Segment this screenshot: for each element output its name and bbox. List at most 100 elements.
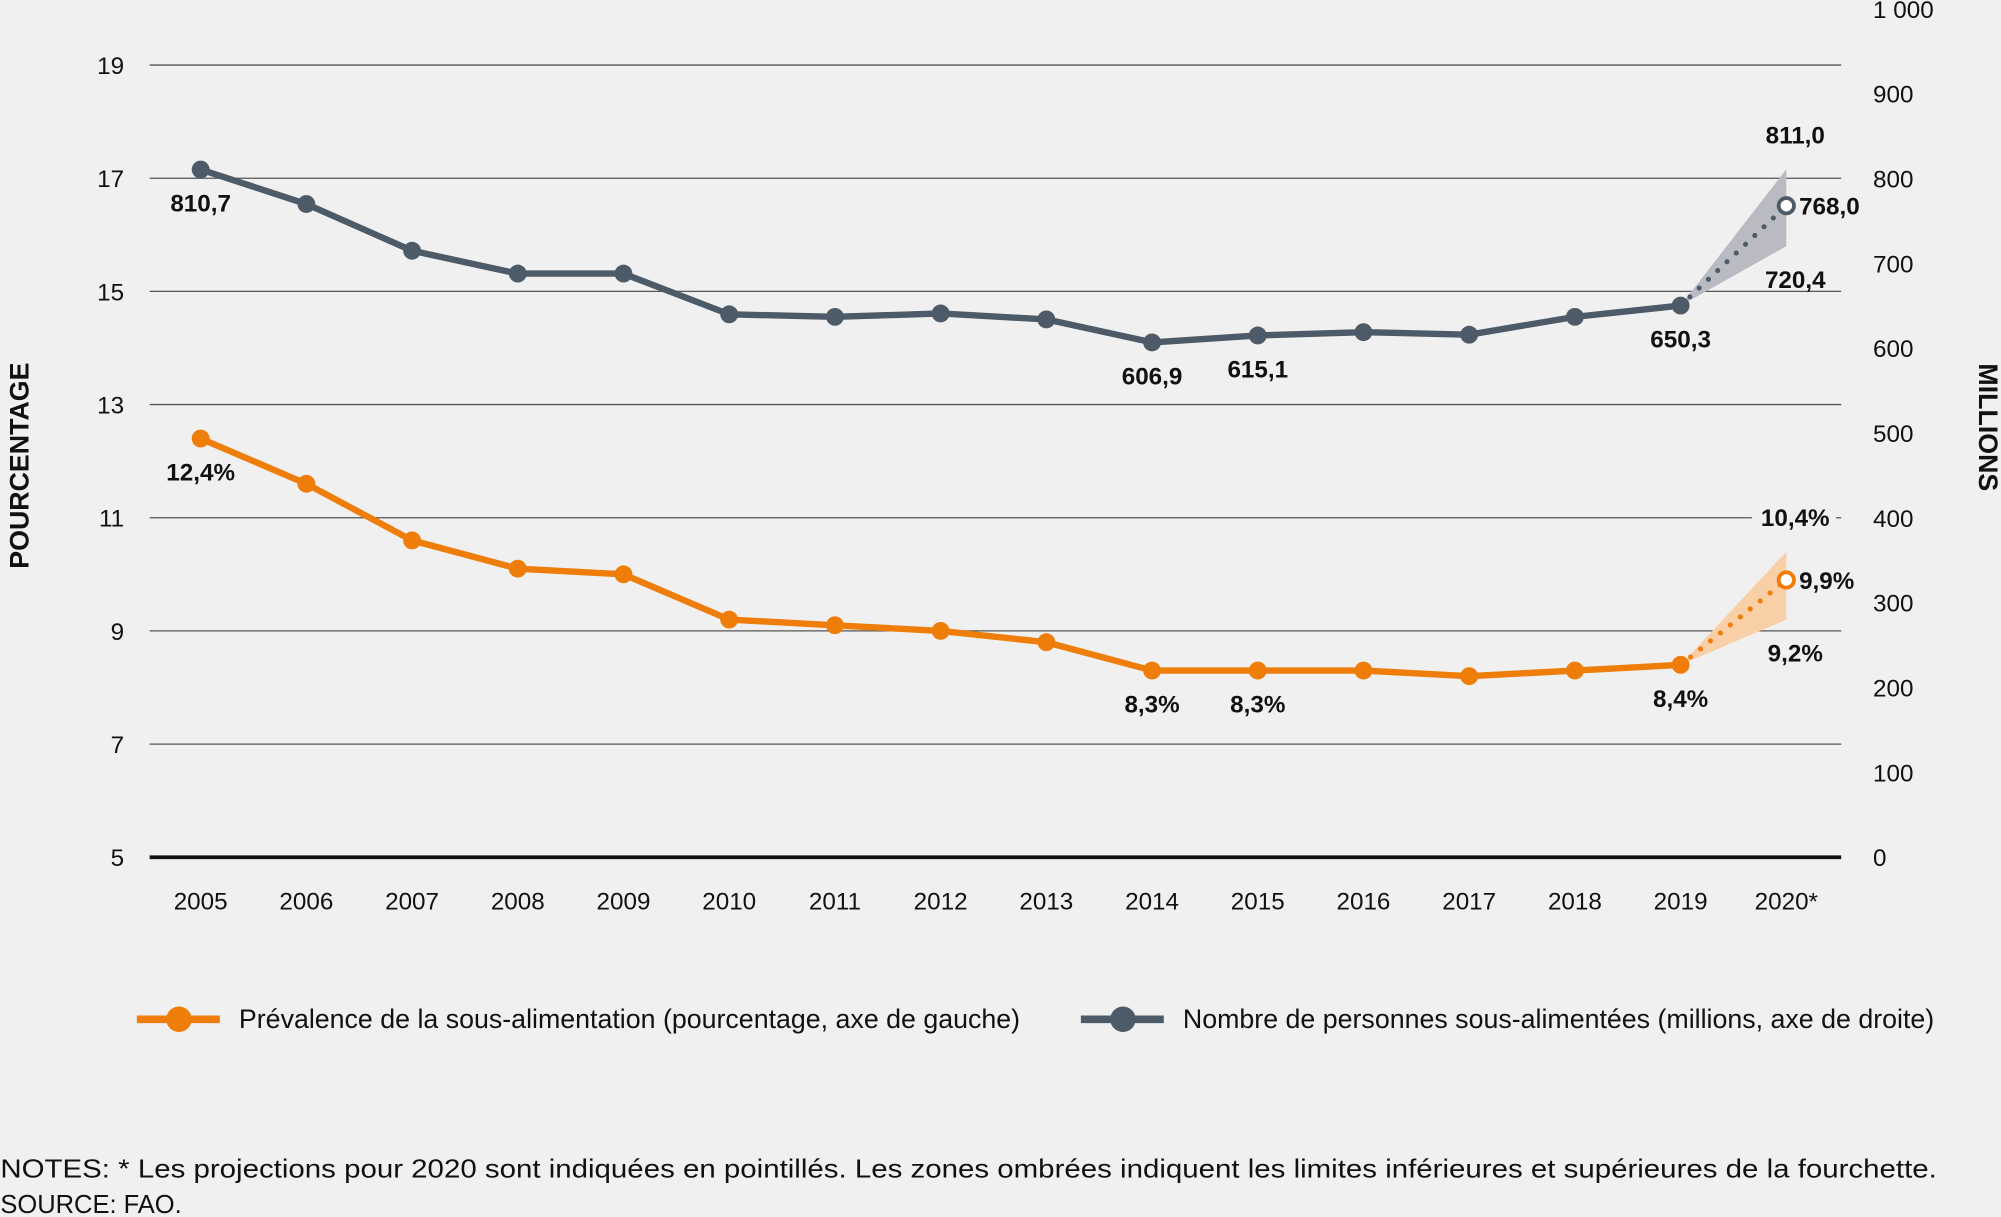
data-label: 768,0	[1799, 194, 1860, 221]
x-tick-label: 2020*	[1755, 889, 1819, 916]
y-right-tick-label: 0	[1873, 845, 1886, 872]
data-label: 8,4%	[1653, 686, 1708, 713]
data-point	[825, 307, 844, 326]
y-right-tick-label: 700	[1873, 251, 1913, 278]
data-label: 606,9	[1122, 364, 1183, 391]
x-tick-label: 2006	[279, 889, 333, 916]
data-point	[403, 241, 422, 260]
data-label: 720,4	[1765, 267, 1826, 294]
data-point	[720, 610, 739, 629]
y-left-tick-label: 13	[97, 393, 124, 420]
series-line	[199, 435, 1681, 680]
y-right-tick-label: 900	[1873, 82, 1913, 109]
x-tick-label: 2010	[702, 889, 756, 916]
label-background	[1751, 501, 1837, 536]
legend-label-number: Nombre de personnes sous-alimentées (mil…	[1183, 1004, 1934, 1034]
series-layer	[191, 160, 1796, 686]
data-label: 811,0	[1766, 123, 1825, 150]
y-left-tick-label: 17	[97, 166, 124, 193]
data-point	[1143, 661, 1161, 680]
y-left-tick-label: 11	[99, 506, 124, 533]
x-tick-label: 2017	[1442, 889, 1496, 916]
projection-dotted-line	[1678, 203, 1789, 309]
data-labels: 12,4% 8,3% 8,3% 8,4% 10,4% 9,9% 9,2% 810,7 606,9…	[166, 123, 1859, 719]
data-point	[1354, 661, 1373, 680]
y-left-tick-label: 15	[97, 279, 124, 306]
data-point	[508, 559, 527, 578]
x-tick-label: 2008	[491, 889, 545, 916]
data-point	[403, 531, 422, 550]
data-point	[1671, 655, 1690, 674]
data-point	[1671, 296, 1690, 315]
legend-item-number[interactable]: Nombre de personnes sous-alimentées (mil…	[1080, 1004, 1934, 1034]
projection-dotted-line	[1678, 577, 1789, 668]
data-label: 650,3	[1650, 327, 1711, 354]
data-point	[1248, 661, 1267, 680]
x-tick-label: 2011	[809, 889, 861, 916]
data-label: 8,3%	[1124, 692, 1179, 719]
x-tick-label: 2007	[385, 889, 439, 916]
source-text: SOURCE: FAO.	[0, 1191, 181, 1217]
data-point	[1248, 326, 1267, 345]
projection-point	[1776, 196, 1796, 216]
data-point	[1143, 333, 1161, 352]
y-right-axis-title: MILLIONS	[1973, 363, 2001, 491]
data-label: 10,4%	[1761, 505, 1830, 532]
data-point	[614, 264, 633, 283]
data-point	[1037, 633, 1056, 652]
data-point	[191, 160, 210, 179]
data-label: 615,1	[1227, 357, 1288, 384]
y-left-tick-label: 7	[111, 732, 124, 759]
data-point	[1354, 323, 1373, 342]
data-point	[614, 565, 633, 584]
gridlines	[149, 64, 1842, 860]
x-tick-label: 2012	[914, 889, 968, 916]
projection-point	[1776, 570, 1796, 590]
x-tick-label: 2016	[1337, 889, 1391, 916]
x-tick-label: 2018	[1548, 889, 1602, 916]
data-point	[1460, 667, 1479, 686]
data-label: 9,2%	[1768, 641, 1823, 668]
data-point	[191, 429, 210, 448]
y-left-axis-title: POURCENTAGE	[4, 363, 34, 569]
data-point	[297, 195, 316, 213]
data-point	[825, 616, 844, 635]
y-right-tick-label: 500	[1873, 421, 1913, 448]
y-left-tick-label: 9	[111, 619, 124, 646]
y-left-tick-label: 19	[97, 53, 124, 80]
x-tick-label: 2013	[1019, 889, 1073, 916]
legend-marker-orange	[166, 1006, 192, 1033]
y-right-tick-label: 100	[1873, 760, 1913, 787]
x-tick-label: 2019	[1654, 889, 1708, 916]
x-tick-label: 2009	[597, 889, 651, 916]
x-tick-label: 2015	[1231, 889, 1285, 916]
y-right-tick-label: 800	[1873, 167, 1913, 194]
legend-item-prevalence[interactable]: Prévalence de la sous-alimentation (pour…	[136, 1004, 1020, 1034]
data-label: 810,7	[170, 191, 231, 218]
y-right-tick-label: 600	[1873, 336, 1913, 363]
data-point	[1037, 310, 1056, 329]
x-tick-label: 2005	[174, 889, 228, 916]
data-point	[508, 264, 527, 283]
data-label: 9,9%	[1799, 568, 1854, 595]
y-right-tick-label: 400	[1873, 506, 1913, 533]
legend: Prévalence de la sous-alimentation (pour…	[136, 1004, 1934, 1034]
data-point	[931, 304, 950, 323]
data-label: 12,4%	[166, 460, 235, 487]
y-right-tick-label: 200	[1873, 676, 1913, 703]
legend-marker-grey	[1110, 1006, 1136, 1033]
legend-label-prevalence: Prévalence de la sous-alimentation (pour…	[239, 1004, 1020, 1034]
data-point	[1565, 307, 1584, 326]
x-tick-label: 2014	[1125, 889, 1179, 916]
data-point	[1565, 661, 1584, 680]
data-label: 8,3%	[1230, 692, 1285, 719]
notes-text: NOTES: * Les projections pour 2020 sont …	[0, 1155, 1936, 1183]
data-point	[1460, 325, 1479, 344]
y-right-tick-label: 300	[1873, 591, 1913, 618]
data-point	[931, 621, 950, 640]
y-left-tick-label: 5	[111, 845, 124, 872]
data-point	[297, 474, 316, 493]
data-point	[720, 305, 739, 324]
y-right-tick-label: 1 000	[1873, 0, 1934, 24]
